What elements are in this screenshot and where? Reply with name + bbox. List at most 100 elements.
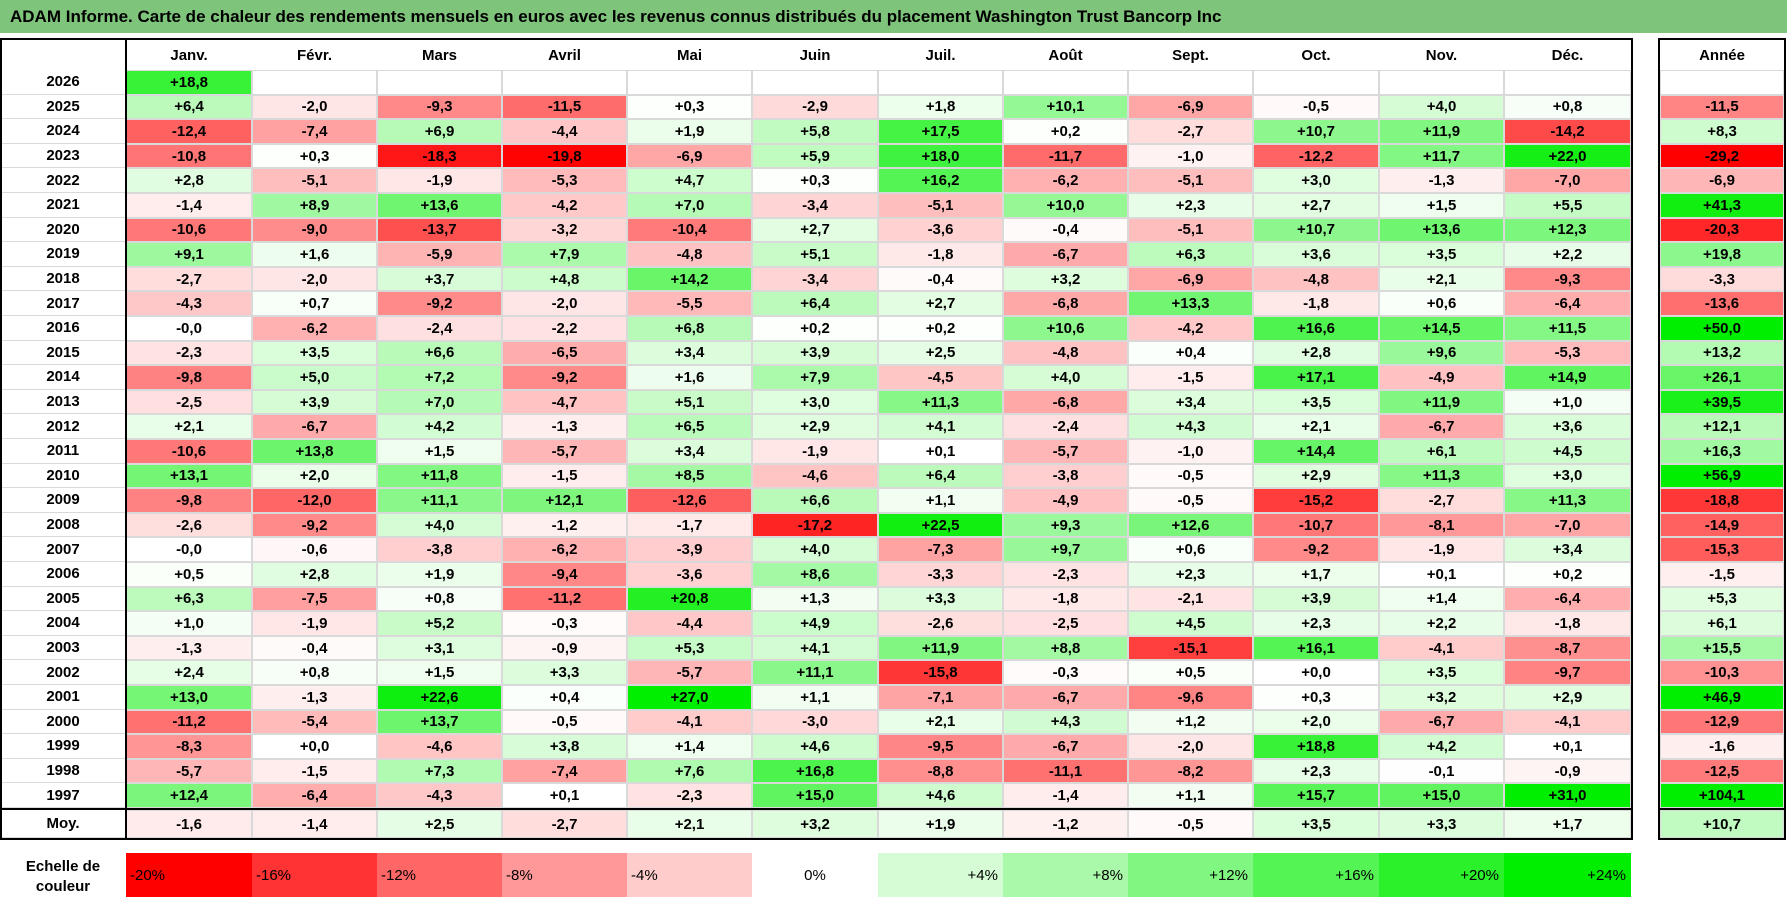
heatmap-cell: +2,8 (126, 168, 252, 193)
heatmap-cell: -5,3 (502, 168, 627, 193)
heatmap-cell: +4,6 (878, 783, 1003, 808)
average-label: Moy. (0, 810, 126, 838)
year-label: 2018 (0, 267, 126, 292)
heatmap-cell: -3,4 (752, 193, 878, 218)
heatmap-cell: -1,3 (126, 635, 252, 661)
heatmap-cell: -12,6 (627, 488, 752, 513)
heatmap-cell: -9,6 (1128, 685, 1253, 710)
average-cell: -0,5 (1128, 810, 1253, 838)
heatmap-cell: +27,0 (627, 685, 752, 710)
heatmap-cell: -4,7 (502, 389, 627, 415)
heatmap-cell: -1,4 (126, 193, 252, 218)
heatmap-cell: +2,3 (1128, 193, 1253, 218)
heatmap-cell: -2,5 (1003, 611, 1128, 636)
year-label: 2019 (0, 242, 126, 267)
annual-cell: -12,9 (1660, 709, 1784, 735)
year-label: 2023 (0, 144, 126, 169)
heatmap-cell: +0,3 (752, 168, 878, 193)
heatmap-cell: -4,5 (878, 365, 1003, 390)
heatmap-cell: -0,5 (1128, 463, 1253, 489)
heatmap-cell: -9,4 (502, 562, 627, 587)
heatmap-cell: -6,7 (1003, 734, 1128, 759)
heatmap-cell: +14,2 (627, 266, 752, 292)
heatmap-cell: -12,4 (126, 119, 252, 144)
heatmap-cell: +3,0 (1504, 463, 1631, 489)
heatmap-cell: +6,3 (1128, 242, 1253, 267)
heatmap-cell: -2,5 (126, 389, 252, 415)
heatmap-cell: -7,4 (502, 758, 627, 784)
heatmap-cell: -6,4 (252, 783, 377, 808)
heatmap-cell: -6,7 (1379, 414, 1504, 439)
heatmap-cell: -5,7 (502, 439, 627, 464)
heatmap-cell: +5,2 (377, 611, 502, 636)
average-cell: +2,1 (627, 810, 752, 838)
heatmap-cell: -5,1 (1128, 168, 1253, 193)
heatmap-cell: +0,7 (252, 291, 377, 316)
heatmap-cell: -11,1 (1003, 758, 1128, 784)
heatmap-cell: -12,2 (1253, 143, 1379, 169)
heatmap-cell: -1,9 (1379, 537, 1504, 562)
heatmap-cell: +12,6 (1128, 512, 1253, 538)
heatmap-cell: -7,0 (1504, 512, 1631, 538)
heatmap-cell: -2,3 (627, 783, 752, 808)
heatmap-cell: +12,1 (502, 488, 627, 513)
heatmap-cell: +9,1 (126, 242, 252, 267)
heatmap-cell: +18,0 (878, 143, 1003, 169)
heatmap-cell: +2,1 (126, 414, 252, 439)
heatmap-cell: +3,9 (752, 340, 878, 366)
heatmap-cell: -11,7 (1003, 143, 1128, 169)
annual-cell: +5,3 (1660, 586, 1784, 612)
heatmap-cell: +3,2 (1003, 266, 1128, 292)
heatmap-cell: +13,3 (1128, 291, 1253, 316)
heatmap-cell: +16,1 (1253, 635, 1379, 661)
heatmap-cell: -8,8 (878, 758, 1003, 784)
year-label: 2009 (0, 488, 126, 513)
heatmap-cell: -15,8 (878, 660, 1003, 685)
heatmap-cell: +2,2 (1379, 611, 1504, 636)
heatmap-cell: +31,0 (1504, 783, 1631, 808)
heatmap-cell: +2,5 (878, 340, 1003, 366)
month-header: Sept. (1172, 46, 1209, 64)
heatmap-cell: +13,0 (126, 685, 252, 710)
heatmap-cell (1253, 70, 1379, 95)
heatmap-cell (502, 70, 627, 95)
heatmap-cell: -4,1 (627, 709, 752, 735)
heatmap-cell: +1,1 (878, 488, 1003, 513)
heatmap-cell: +0,1 (1504, 734, 1631, 759)
heatmap-cell: -6,8 (1003, 389, 1128, 415)
heatmap-cell: +5,5 (1504, 193, 1631, 218)
heatmap-cell: -6,9 (1128, 266, 1253, 292)
heatmap-cell: +3,6 (1253, 242, 1379, 267)
heatmap-cell: -2,0 (252, 266, 377, 292)
annual-cell: -1,6 (1660, 734, 1784, 759)
heatmap-cell: +13,6 (1379, 217, 1504, 243)
annual-cell: +46,9 (1660, 685, 1784, 710)
annual-cell: +56,9 (1660, 463, 1784, 489)
heatmap-cell: +9,3 (1003, 512, 1128, 538)
heatmap-cell (1379, 70, 1504, 95)
heatmap-cell: +14,5 (1379, 316, 1504, 341)
heatmap-cell: -10,8 (126, 143, 252, 169)
heatmap-cell: +17,5 (878, 119, 1003, 144)
month-header: Févr. (296, 46, 333, 64)
heatmap-cell: +14,9 (1504, 365, 1631, 390)
annual-cell: +15,5 (1660, 635, 1784, 661)
annual-cell: -3,3 (1660, 266, 1784, 292)
heatmap-cell: +11,9 (1379, 119, 1504, 144)
heatmap-cell: +17,1 (1253, 365, 1379, 390)
heatmap-cell: -8,2 (1128, 758, 1253, 784)
heatmap-cell: +11,7 (1379, 143, 1504, 169)
heatmap-cell: +0,2 (1504, 562, 1631, 587)
heatmap-cell: -5,4 (252, 709, 377, 735)
heatmap-cell: +11,3 (1379, 463, 1504, 489)
color-scale-swatch: +20% (1379, 853, 1504, 897)
heatmap-cell: -14,2 (1504, 119, 1631, 144)
heatmap-cell: -5,7 (126, 758, 252, 784)
year-label: 2003 (0, 636, 126, 661)
heatmap-cell: +10,7 (1253, 217, 1379, 243)
heatmap-cell: +4,7 (627, 168, 752, 193)
heatmap-cell: +8,8 (1003, 635, 1128, 661)
heatmap-cell: -5,5 (627, 291, 752, 316)
heatmap-cell: +6,4 (752, 291, 878, 316)
heatmap-cell: +12,4 (126, 783, 252, 808)
